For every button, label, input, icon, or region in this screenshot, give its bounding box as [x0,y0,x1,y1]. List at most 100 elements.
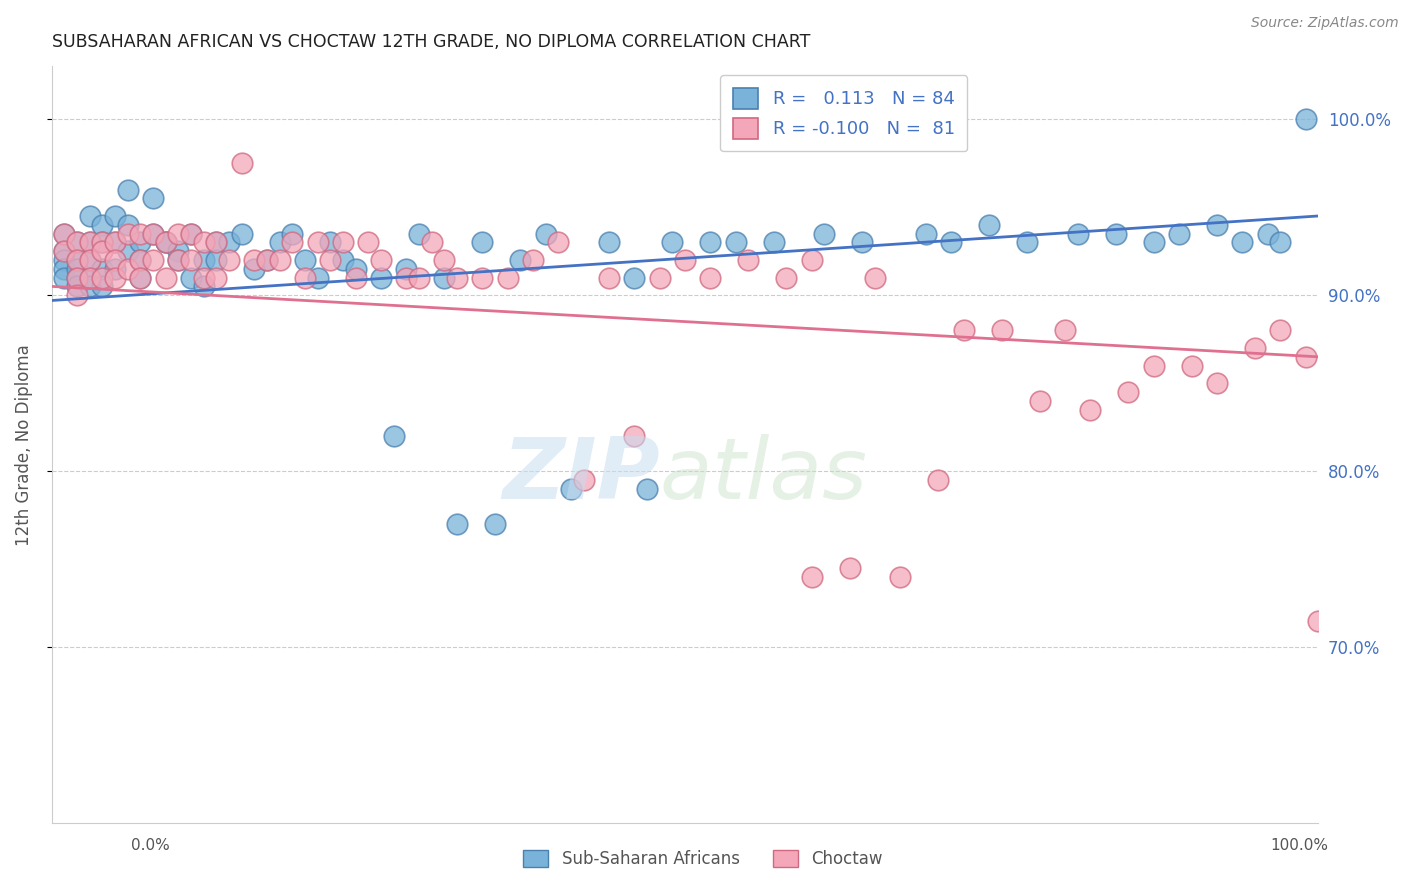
Point [307,235,329,250]
Point [180,252,202,267]
Point [522,252,544,267]
Point [193,235,215,250]
Point [370,252,392,267]
Point [1015,235,1038,250]
Point [53,261,76,276]
Point [142,252,165,267]
Point [117,182,139,196]
Point [1143,235,1166,250]
Point [66,261,89,276]
Point [762,235,785,250]
Point [572,473,595,487]
Point [332,252,354,267]
Point [129,270,152,285]
Point [484,517,506,532]
Point [193,270,215,285]
Point [66,288,89,302]
Point [1028,393,1050,408]
Point [53,244,76,259]
Point [395,261,418,276]
Point [180,227,202,241]
Point [79,235,101,250]
Point [91,261,114,276]
Point [104,209,127,223]
Point [129,270,152,285]
Text: 100.0%: 100.0% [1271,838,1329,853]
Point [433,270,456,285]
Point [117,227,139,241]
Point [231,227,253,241]
Point [408,270,430,285]
Point [914,227,936,241]
Legend: Sub-Saharan Africans, Choctaw: Sub-Saharan Africans, Choctaw [516,843,890,875]
Y-axis label: 12th Grade, No Diploma: 12th Grade, No Diploma [15,344,32,546]
Point [79,252,101,267]
Point [395,270,418,285]
Point [155,270,177,285]
Point [193,252,215,267]
Point [269,252,291,267]
Point [990,323,1012,337]
Point [1066,227,1088,241]
Point [66,252,89,267]
Point [167,227,190,241]
Point [1257,227,1279,241]
Point [838,561,860,575]
Point [66,235,89,250]
Point [129,252,152,267]
Point [420,235,443,250]
Point [1295,350,1317,364]
Point [117,261,139,276]
Point [129,252,152,267]
Point [104,235,127,250]
Point [193,279,215,293]
Point [357,235,380,250]
Point [53,252,76,267]
Point [142,227,165,241]
Point [433,252,456,267]
Point [104,235,127,250]
Point [205,270,228,285]
Point [155,235,177,250]
Point [1270,323,1292,337]
Point [66,279,89,293]
Point [117,244,139,259]
Point [382,429,405,443]
Point [294,252,316,267]
Point [1181,359,1204,373]
Point [53,227,76,241]
Point [256,252,278,267]
Point [180,270,202,285]
Point [598,235,620,250]
Point [800,252,823,267]
Point [471,270,494,285]
Point [813,227,835,241]
Point [180,227,202,241]
Point [79,270,101,285]
Point [205,235,228,250]
Point [79,270,101,285]
Point [927,473,949,487]
Point [952,323,974,337]
Point [319,235,342,250]
Point [155,235,177,250]
Point [598,270,620,285]
Point [142,227,165,241]
Point [243,261,266,276]
Point [319,252,342,267]
Point [53,244,76,259]
Point [205,235,228,250]
Point [1143,359,1166,373]
Point [775,270,797,285]
Point [344,270,367,285]
Point [1295,112,1317,127]
Text: 0.0%: 0.0% [131,838,170,853]
Point [218,252,240,267]
Text: ZIP: ZIP [502,434,659,516]
Point [91,235,114,250]
Point [167,252,190,267]
Point [294,270,316,285]
Text: Source: ZipAtlas.com: Source: ZipAtlas.com [1251,16,1399,30]
Point [851,235,873,250]
Point [1104,227,1126,241]
